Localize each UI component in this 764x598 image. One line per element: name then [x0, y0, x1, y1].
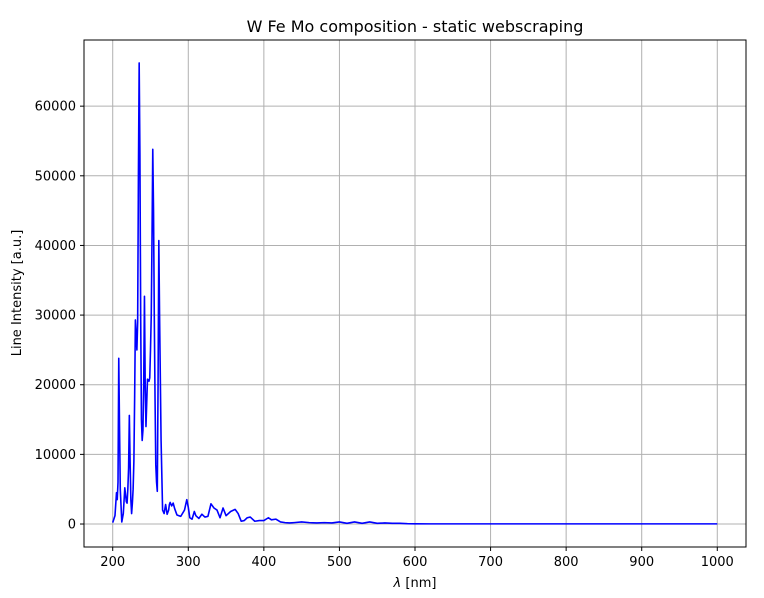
y-axis-label: Line Intensity [a.u.]	[10, 230, 25, 357]
data-series	[111, 62, 718, 525]
x-tick-label: 700	[478, 555, 503, 570]
x-tick-label: 800	[554, 555, 579, 570]
x-axis-label-symbol: λ	[393, 576, 402, 591]
x-axis-label-unit: [nm]	[401, 576, 436, 591]
x-tick-label: 400	[251, 555, 276, 570]
x-tick-label: 600	[403, 555, 428, 570]
grid-lines	[84, 40, 746, 547]
axis-ticks: 200 300 400 500 600 700 800 900 1000010000200003…	[35, 100, 734, 570]
series-line-0	[111, 62, 718, 525]
x-tick-label: 200	[100, 555, 125, 570]
y-tick-label: 40000	[35, 239, 76, 254]
x-tick-label: 300	[176, 555, 201, 570]
chart-title: W Fe Mo composition - static webscraping	[247, 17, 584, 36]
x-tick-label: 900	[629, 555, 654, 570]
y-tick-label: 60000	[35, 100, 76, 115]
y-tick-label: 30000	[35, 309, 76, 324]
y-tick-label: 0	[68, 518, 76, 533]
x-tick-label: 1000	[701, 555, 734, 570]
x-axis-label: λ [nm]	[393, 576, 437, 591]
x-tick-label: 500	[327, 555, 352, 570]
y-tick-label: 20000	[35, 378, 76, 393]
y-tick-label: 50000	[35, 169, 76, 184]
y-tick-label: 10000	[35, 448, 76, 463]
